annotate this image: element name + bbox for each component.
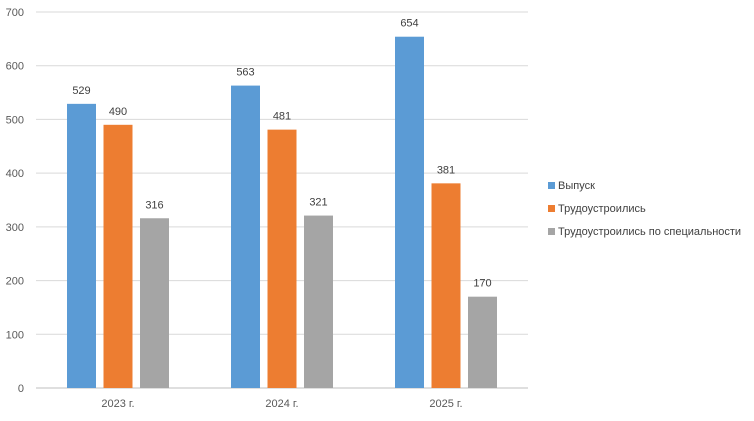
y-tick-label: 600 xyxy=(6,61,24,73)
x-category-label: 2023 г. xyxy=(101,398,134,410)
bar xyxy=(140,218,169,388)
bar xyxy=(431,183,461,388)
legend: Выпуск Трудоустроились Трудоустроились по … xyxy=(548,180,741,238)
y-axis-ticks: 0 100 200 300 400 500 600 700 xyxy=(6,7,24,395)
x-axis-categories: 2023 г. 2024 г. 2025 г. xyxy=(101,398,462,410)
y-tick-label: 400 xyxy=(6,168,24,180)
y-tick-label: 200 xyxy=(6,276,24,288)
bar xyxy=(304,215,333,388)
legend-label: Выпуск xyxy=(558,180,595,192)
data-labels: 529 490 316 563 481 321 654 381 170 xyxy=(72,18,491,290)
data-label: 481 xyxy=(273,111,291,123)
data-label: 490 xyxy=(109,106,127,118)
legend-swatch xyxy=(548,182,555,189)
data-label: 563 xyxy=(236,67,254,79)
bar xyxy=(267,129,297,389)
y-tick-label: 0 xyxy=(18,383,24,395)
data-label: 170 xyxy=(473,278,491,290)
y-tick-label: 700 xyxy=(6,7,24,19)
legend-label: Трудоустроились по специальности xyxy=(558,226,741,238)
y-tick-label: 100 xyxy=(6,329,24,341)
x-category-label: 2025 г. xyxy=(429,398,462,410)
data-label: 321 xyxy=(309,197,327,209)
bar xyxy=(231,85,260,389)
data-label: 381 xyxy=(437,164,455,176)
legend-label: Трудоустроились xyxy=(558,203,646,215)
bar xyxy=(468,296,497,388)
data-label: 529 xyxy=(72,85,90,97)
y-tick-label: 500 xyxy=(6,114,24,126)
y-tick-label: 300 xyxy=(6,222,24,234)
bar xyxy=(67,103,96,388)
bars xyxy=(67,36,497,389)
bar xyxy=(103,124,133,389)
data-label: 654 xyxy=(400,18,418,30)
x-category-label: 2024 г. xyxy=(265,398,298,410)
legend-swatch xyxy=(548,228,555,235)
legend-swatch xyxy=(548,205,555,212)
bar xyxy=(395,36,424,389)
data-label: 316 xyxy=(145,199,163,211)
